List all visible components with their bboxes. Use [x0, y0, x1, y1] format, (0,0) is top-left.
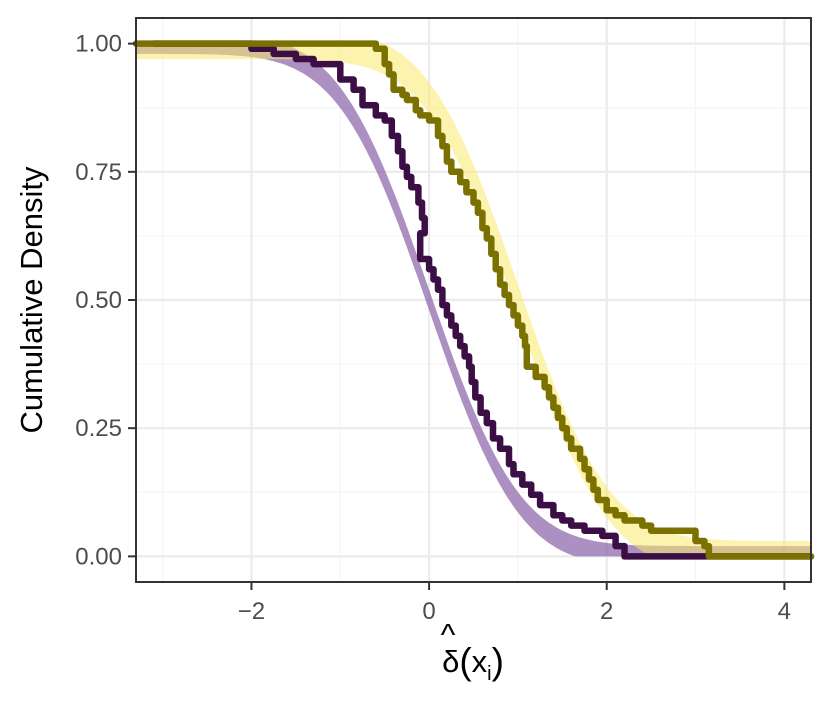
- x-tick-label: 4: [778, 598, 791, 625]
- empirical-cdf-lines: [132, 40, 815, 560]
- axes: 0.00 0.25 0.50 0.75 1.00 −2 0 2 4: [75, 31, 791, 625]
- x-axis-title-open-paren: (: [459, 641, 472, 682]
- y-tick-label: 0.00: [75, 543, 122, 570]
- x-tick-label: 0: [422, 598, 435, 625]
- y-tick-label: 0.25: [75, 415, 122, 442]
- y-axis-title: Cumulative Density: [14, 166, 49, 434]
- x-tick-label: 2: [600, 598, 613, 625]
- x-axis-title-base: δ: [442, 644, 459, 679]
- x-axis-title-variable: x: [472, 644, 488, 679]
- y-tick-label: 0.50: [75, 287, 122, 314]
- x-axis-title-subscript: i: [487, 663, 491, 685]
- ecdf-line-series-1: [150, 40, 815, 560]
- y-tick-label: 0.75: [75, 159, 122, 186]
- grid-lines: [136, 18, 811, 582]
- x-tick-label: −2: [238, 598, 265, 625]
- x-axis-title: δ(xi) ^: [441, 617, 504, 685]
- y-tick-label: 1.00: [75, 31, 122, 58]
- svg-text:δ(xi): δ(xi): [442, 641, 504, 685]
- x-axis-title-hat: ^: [441, 617, 456, 652]
- x-axis-title-close-paren: ): [492, 641, 504, 682]
- ecdf-line-series-2: [132, 40, 815, 560]
